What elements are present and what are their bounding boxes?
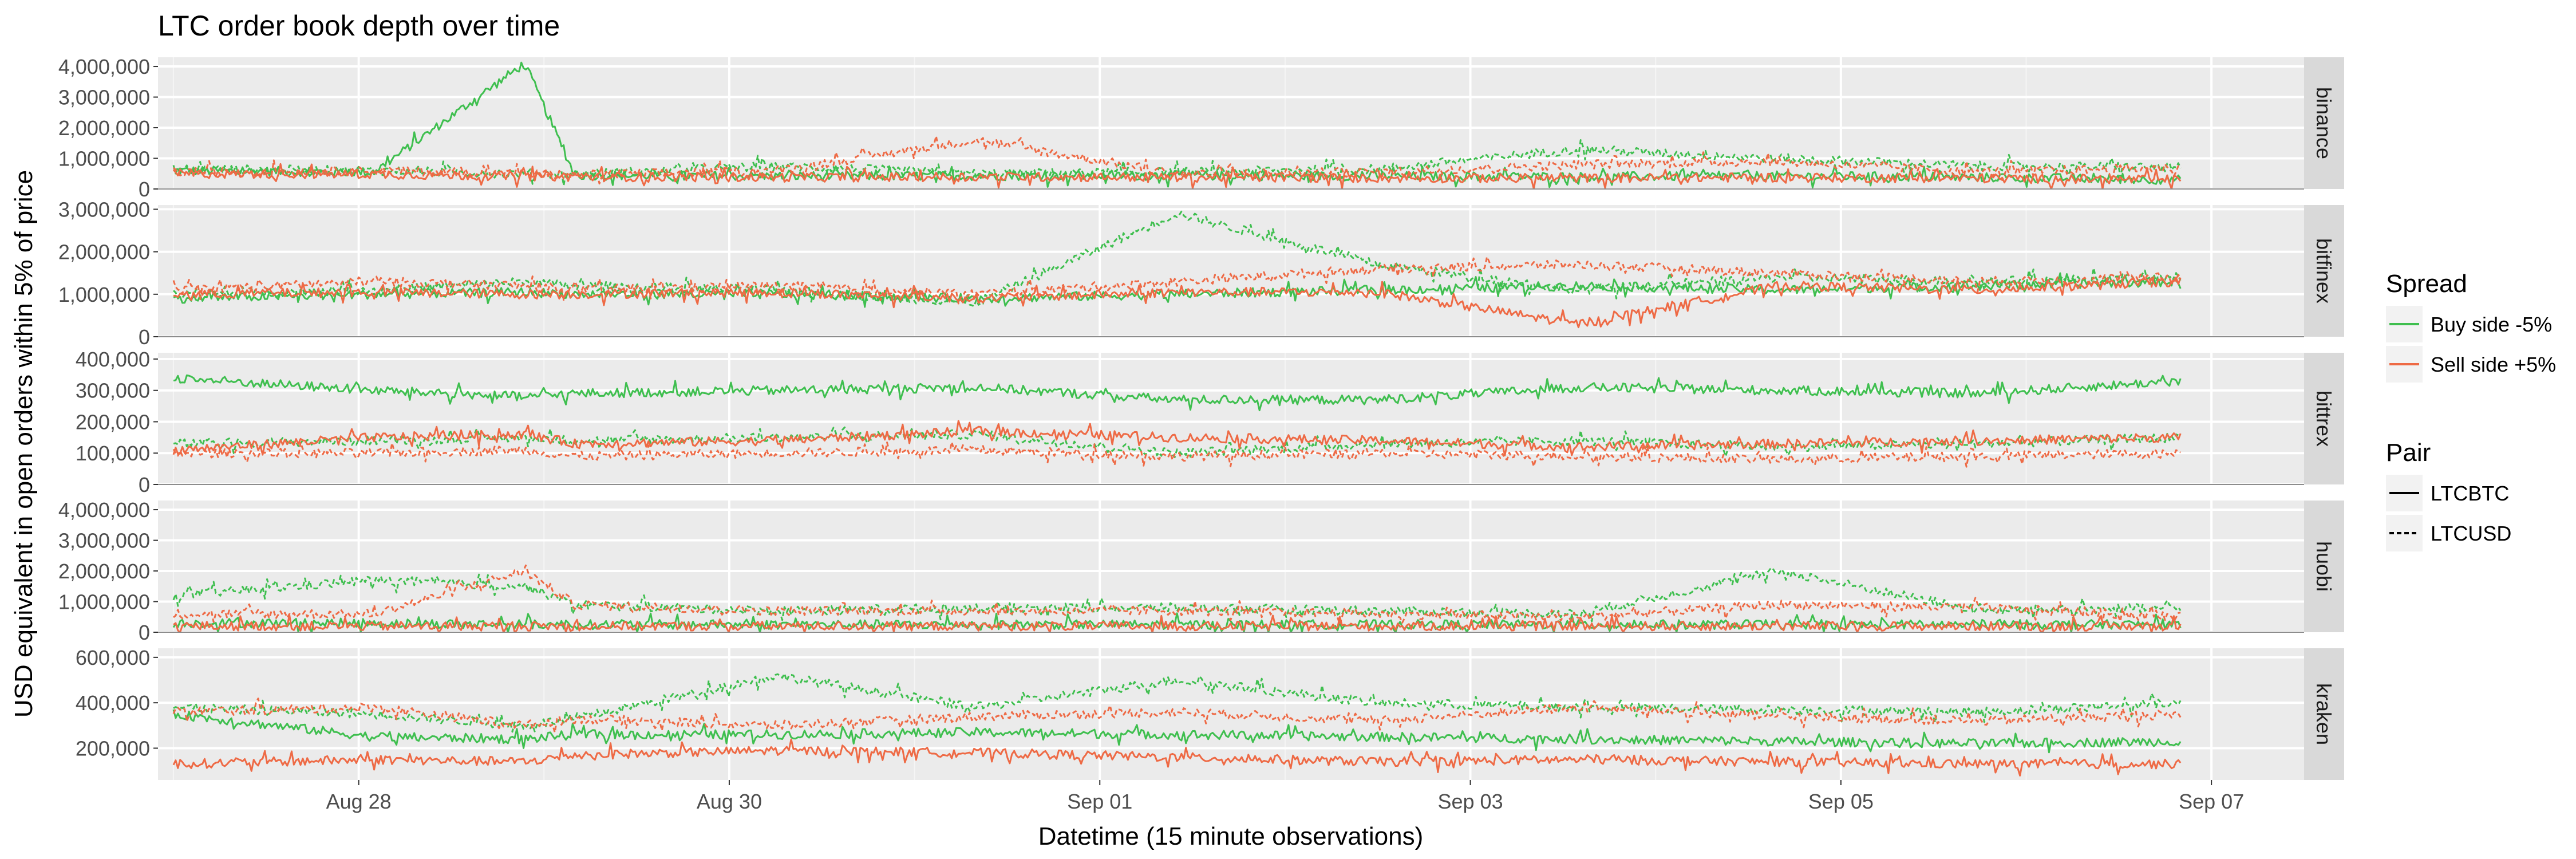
panel-background [158,57,2304,189]
y-tick-label: 400,000 [76,691,150,715]
legend-entry-label: Sell side +5% [2431,353,2556,376]
y-tick-label: 3,000,000 [58,198,150,221]
series-line-ltcusd-sell [173,135,2181,185]
series-line-ltcbtc-sell [172,420,2182,456]
facet-strip [2304,353,2344,484]
facet-panels: 0 1,000,000 2,000,000 3,000,000 4,000,000 bin… [58,55,2344,780]
series-line-ltcbtc-sell [173,614,2182,632]
legend-title: Pair [2386,439,2431,467]
series-group [172,672,2182,777]
y-axis-label: USD equivalent in open orders within 5% … [10,170,38,718]
x-axis-label: Datetime (15 minute observations) [1038,822,1424,850]
series-line-ltcusd-sell [172,698,2182,734]
facet-strip [2304,205,2344,337]
x-tick-label: Sep 01 [1067,790,1132,813]
x-tick-label: Aug 30 [697,790,762,813]
series-group [172,374,2182,468]
facet-panel-bittrex: 0 100,000 200,000 300,000 400,000 bittrex [76,348,2344,497]
y-tick-label: 100,000 [76,442,150,465]
legend: Spread Buy side -5% Sell side +5% PairLTCBT… [2386,270,2556,551]
series-group [172,210,2182,329]
y-tick-label: 0 [139,621,150,644]
y-tick-label: 3,000,000 [58,86,150,109]
legend-entry-label: Buy side -5% [2431,313,2552,336]
series-line-ltcusd-sell [172,256,2182,305]
y-tick-label: 4,000,000 [58,498,150,522]
y-tick-label: 600,000 [76,646,150,669]
legend-title: Spread [2386,270,2467,298]
facet-strip-label: bitfinex [2312,238,2336,304]
facet-strip-label: binance [2312,87,2336,159]
facet-panel-huobi: 0 1,000,000 2,000,000 3,000,000 4,000,000 huo… [58,498,2344,644]
panel-background [158,205,2304,337]
x-tick-label: Sep 05 [1808,790,1874,813]
panel-background [158,353,2304,484]
legend-entry-label: LTCUSD [2431,522,2511,545]
x-tick-label: Sep 07 [2179,790,2244,813]
series-line-ltcusd-buy [173,426,2182,458]
legend-spread: Spread Buy side -5% Sell side +5% [2386,270,2556,383]
y-tick-label: 3,000,000 [58,529,150,553]
panel-background [158,501,2304,632]
y-tick-label: 2,000,000 [58,559,150,583]
x-axis: Aug 28 Aug 30 Sep 01 Sep 03 Sep 05 Sep 07 [326,780,2244,813]
y-tick-label: 0 [139,473,150,497]
series-line-ltcbtc-sell [173,276,2182,329]
y-tick-label: 400,000 [76,348,150,371]
facet-strip-label: kraken [2312,683,2336,745]
series-line-ltcusd-sell [173,564,2181,625]
series-line-ltcusd-buy [173,672,2182,733]
series-line-ltcusd-buy [172,210,2182,308]
y-tick-label: 0 [139,178,150,201]
facet-panel-binance: 0 1,000,000 2,000,000 3,000,000 4,000,000 bin… [58,55,2344,201]
x-tick-label: Aug 28 [326,790,392,813]
facet-panel-kraken: 200,000 400,000 600,000 kraken [76,646,2344,780]
y-tick-label: 1,000,000 [58,590,150,614]
facet-strip [2304,648,2344,780]
series-line-ltcusd-sell [172,441,2181,468]
facet-strip [2304,57,2344,189]
y-tick-label: 0 [139,325,150,349]
series-group [172,61,2182,189]
series-line-ltcusd-buy [172,567,2182,622]
y-tick-label: 2,000,000 [58,116,150,140]
y-tick-label: 1,000,000 [58,283,150,306]
y-tick-label: 1,000,000 [58,147,150,171]
series-line-ltcbtc-buy [173,374,2182,412]
facet-strip-label: huobi [2312,541,2336,592]
legend-entry-label: LTCBTC [2431,482,2509,505]
facet-strip [2304,501,2344,632]
y-tick-label: 2,000,000 [58,241,150,264]
series-line-ltcbtc-sell [172,738,2182,777]
y-tick-label: 300,000 [76,379,150,403]
panel-background [158,648,2304,780]
y-tick-label: 200,000 [76,736,150,760]
facet-panel-bitfinex: 0 1,000,000 2,000,000 3,000,000 bitfinex [58,198,2344,349]
facet-strip-label: bittrex [2312,391,2336,447]
x-tick-label: Sep 03 [1437,790,1503,813]
series-group [172,564,2182,632]
y-tick-label: 4,000,000 [58,55,150,78]
series-line-ltcbtc-buy [172,709,2182,754]
chart-title: LTC order book depth over time [158,10,560,42]
series-line-ltcbtc-sell [172,163,2182,189]
y-tick-label: 200,000 [76,410,150,434]
